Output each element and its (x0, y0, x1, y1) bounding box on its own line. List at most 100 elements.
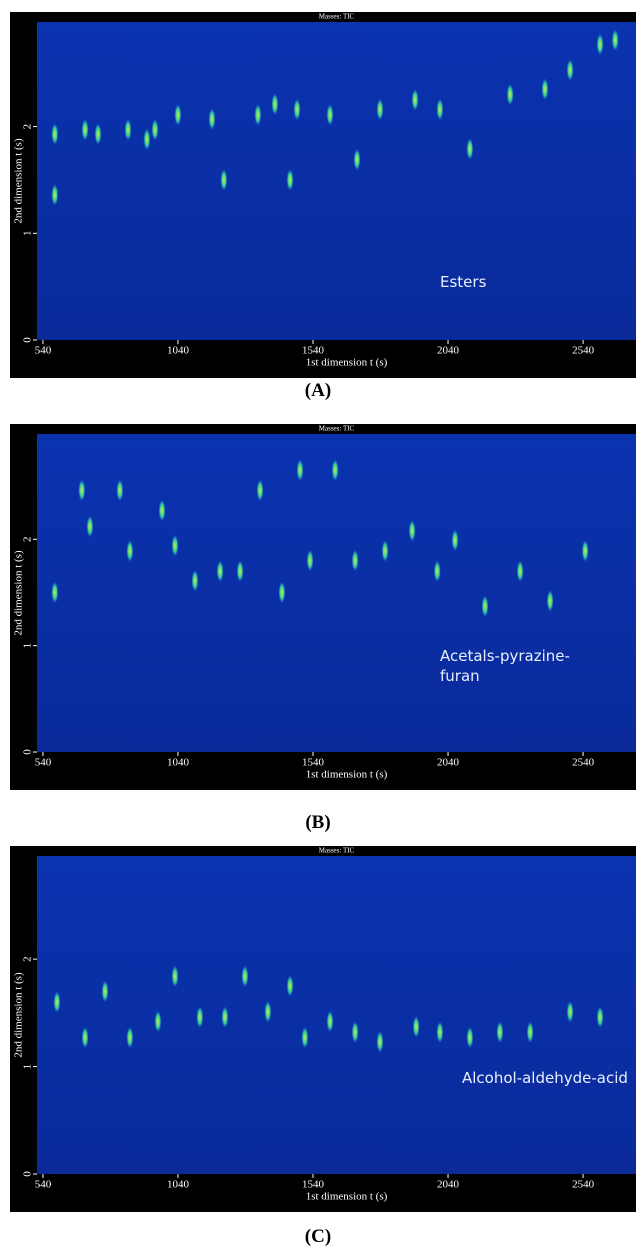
peak (221, 1006, 229, 1029)
peak (271, 93, 279, 116)
x-tick-label: 1040 (167, 757, 190, 769)
peak (126, 1026, 134, 1049)
peak (353, 148, 361, 171)
annotation: Acetals-pyrazine-furan (440, 647, 570, 685)
annotation-line: Alcohol-aldehyde-acid (462, 1069, 628, 1087)
peak (191, 569, 199, 592)
chart-title: Masses: TIC (319, 425, 355, 433)
peak (81, 1026, 89, 1049)
peak (611, 29, 619, 52)
peak (596, 33, 604, 56)
peak (466, 1026, 474, 1049)
peak (381, 539, 389, 562)
peak (216, 560, 224, 583)
chromatogram-panel: Masses: TIC 540 1040 1540 2040 2540 0 1 2 1st dim… (10, 846, 636, 1212)
chromatogram-panel: Masses: TIC 540 1040 1540 2040 2540 0 1 2 1st dim… (10, 424, 636, 790)
peak (220, 168, 228, 191)
annotation: Alcohol-aldehyde-acid (462, 1069, 628, 1087)
peak (411, 88, 419, 111)
peak (78, 479, 86, 502)
peak (286, 168, 294, 191)
peak (581, 539, 589, 562)
y-axis-title: 2nd dimension t (s) (13, 972, 25, 1058)
annotation-line: Acetals-pyrazine- (440, 647, 570, 665)
x-tick-label: 540 (35, 345, 52, 357)
panel-label: (C) (304, 1226, 332, 1247)
chart-title: Masses: TIC (319, 847, 355, 855)
peak (436, 1021, 444, 1044)
peak (541, 78, 549, 101)
peak (436, 98, 444, 121)
peak (174, 103, 182, 126)
panel-label: (B) (305, 812, 331, 833)
chart-title: Masses: TIC (319, 13, 355, 21)
peak (126, 539, 134, 562)
peak (143, 128, 151, 151)
peak (208, 108, 216, 131)
y-tick-label: 1 (22, 1064, 34, 1070)
peak (526, 1021, 534, 1044)
x-tick-label: 2540 (572, 757, 595, 769)
y-tick-label: 1 (22, 643, 34, 649)
x-tick-label: 540 (35, 757, 52, 769)
y-axis-title: 2nd dimension t (s) (13, 138, 25, 224)
peak (53, 991, 61, 1014)
peak (351, 549, 359, 572)
peak (254, 103, 262, 126)
plot-area (37, 434, 636, 752)
peak (412, 1015, 420, 1038)
y-axis-title: 2nd dimension t (s) (13, 550, 25, 636)
y-tick-label: 2 (22, 537, 34, 543)
peak (158, 499, 166, 522)
peak (81, 118, 89, 141)
y-tick-label: 1 (22, 231, 34, 237)
chromatogram-panel: Masses: TIC 540 1040 1540 2040 2540 0 1 2 1st dim… (10, 12, 636, 378)
x-tick-label: 1540 (302, 1179, 325, 1191)
y-tick-label: 2 (22, 124, 34, 130)
x-tick-label: 2040 (437, 345, 460, 357)
peak (241, 965, 249, 988)
peak (94, 123, 102, 146)
x-tick-label: 2540 (572, 1179, 595, 1191)
x-axis-title: 1st dimension t (s) (306, 1191, 388, 1203)
peak (86, 515, 94, 538)
peak (481, 595, 489, 618)
panel-label: (A) (304, 380, 332, 401)
x-tick-label: 2040 (437, 757, 460, 769)
plot-area (37, 856, 636, 1174)
peak (51, 183, 59, 206)
peak (433, 560, 441, 583)
peak (306, 549, 314, 572)
annotation: Esters (440, 273, 487, 291)
x-axis-title: 1st dimension t (s) (306, 769, 388, 781)
peak (171, 534, 179, 557)
peak (296, 459, 304, 482)
peak (151, 118, 159, 141)
peak (516, 560, 524, 583)
annotation-line: Esters (440, 273, 487, 291)
peak (496, 1021, 504, 1044)
x-tick-label: 1540 (302, 757, 325, 769)
peak (196, 1006, 204, 1029)
peak (506, 83, 514, 106)
x-tick-label: 540 (35, 1179, 52, 1191)
peak (154, 1010, 162, 1033)
peak (376, 98, 384, 121)
peak (466, 137, 474, 160)
peak (51, 581, 59, 604)
x-axis-title: 1st dimension t (s) (306, 357, 388, 369)
peak (326, 1010, 334, 1033)
peak (326, 103, 334, 126)
peak (51, 123, 59, 146)
peak (101, 980, 109, 1003)
y-tick-label: 0 (22, 749, 34, 755)
y-tick-label: 0 (22, 337, 34, 343)
peak (301, 1026, 309, 1049)
peak (451, 529, 459, 552)
peak (596, 1006, 604, 1029)
x-tick-label: 2040 (437, 1179, 460, 1191)
plot-area (37, 22, 636, 340)
peak (331, 459, 339, 482)
peak (566, 59, 574, 82)
